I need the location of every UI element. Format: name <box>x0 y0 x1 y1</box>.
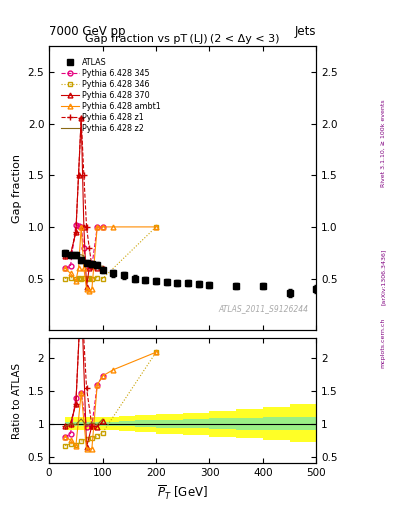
Text: 7000 GeV pp: 7000 GeV pp <box>49 26 126 38</box>
Text: Rivet 3.1.10, ≥ 100k events: Rivet 3.1.10, ≥ 100k events <box>381 99 386 187</box>
Title: Gap fraction vs pT (LJ) (2 < Δy < 3): Gap fraction vs pT (LJ) (2 < Δy < 3) <box>86 34 280 44</box>
Y-axis label: Gap fraction: Gap fraction <box>12 154 22 223</box>
X-axis label: $\overline{P}_T$ [GeV]: $\overline{P}_T$ [GeV] <box>157 484 208 502</box>
Y-axis label: Ratio to ATLAS: Ratio to ATLAS <box>12 362 22 439</box>
Text: mcplots.cern.ch: mcplots.cern.ch <box>381 318 386 368</box>
Text: ATLAS_2011_S9126244: ATLAS_2011_S9126244 <box>219 304 309 313</box>
Legend: ATLAS, Pythia 6.428 345, Pythia 6.428 346, Pythia 6.428 370, Pythia 6.428 ambt1,: ATLAS, Pythia 6.428 345, Pythia 6.428 34… <box>59 56 163 136</box>
Text: Jets: Jets <box>295 26 316 38</box>
Text: [arXiv:1306.3436]: [arXiv:1306.3436] <box>381 248 386 305</box>
